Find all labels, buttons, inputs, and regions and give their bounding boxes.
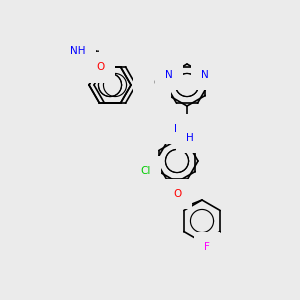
Text: NH: NH (70, 46, 85, 56)
Text: N: N (165, 70, 173, 80)
Text: NH: NH (174, 124, 190, 134)
Text: O: O (173, 189, 181, 199)
Text: C: C (153, 78, 161, 88)
Text: C: C (143, 78, 151, 88)
Text: H: H (186, 133, 194, 143)
Text: O: O (96, 62, 105, 72)
Text: N: N (201, 70, 209, 80)
Text: Cl: Cl (140, 167, 151, 176)
Text: F: F (204, 242, 210, 252)
